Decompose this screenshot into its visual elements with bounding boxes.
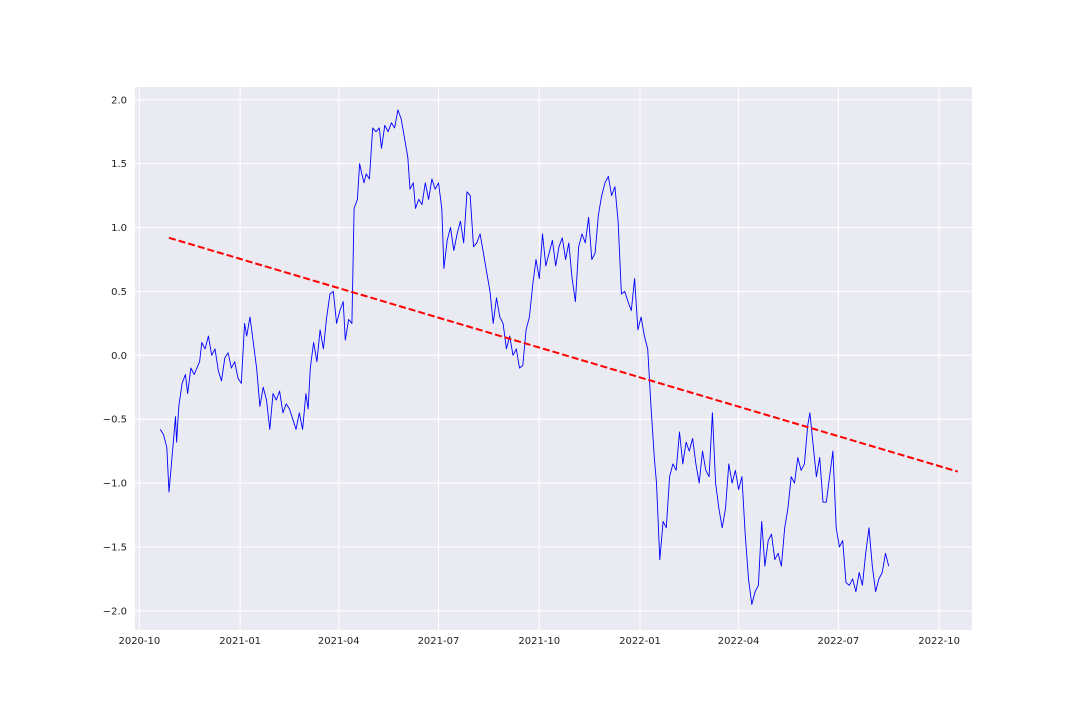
x-gridlines (138, 87, 940, 630)
y-tick-label: 2.0 (111, 95, 127, 106)
x-tick-labels: 2020-10 2021-01 2021-04 2021-07 2021-10 2022-… (118, 636, 960, 647)
x-tick-label: 2022-01 (619, 636, 661, 647)
y-tick-labels: −2.0 −1.5 −1.0 −0.5 0.0 0.5 1.0 1.5 2.0 (103, 95, 127, 617)
series-layer (159, 109, 959, 605)
y-tick-label: 0.5 (111, 287, 127, 298)
plot-area (135, 87, 972, 630)
x-tick-label: 2022-10 (918, 636, 960, 647)
x-tick-label: 2021-10 (518, 636, 560, 647)
x-tick-label: 2022-04 (718, 636, 760, 647)
y-tick-label: −0.5 (103, 415, 127, 426)
x-tick-label: 2020-10 (118, 636, 160, 647)
trend-line (168, 236, 959, 473)
y-tick-label: 0.0 (111, 351, 127, 362)
y-gridlines (135, 99, 972, 612)
x-tick-label: 2021-04 (318, 636, 360, 647)
data-line (159, 109, 890, 605)
x-tick-label: 2021-07 (418, 636, 460, 647)
y-tick-label: −1.5 (103, 542, 127, 553)
y-tick-label: −1.0 (103, 479, 127, 490)
y-tick-label: 1.5 (111, 159, 127, 170)
y-tick-label: 1.0 (111, 223, 127, 234)
y-tick-label: −2.0 (103, 606, 127, 617)
x-tick-label: 2021-01 (219, 636, 261, 647)
x-tick-label: 2022-07 (817, 636, 859, 647)
